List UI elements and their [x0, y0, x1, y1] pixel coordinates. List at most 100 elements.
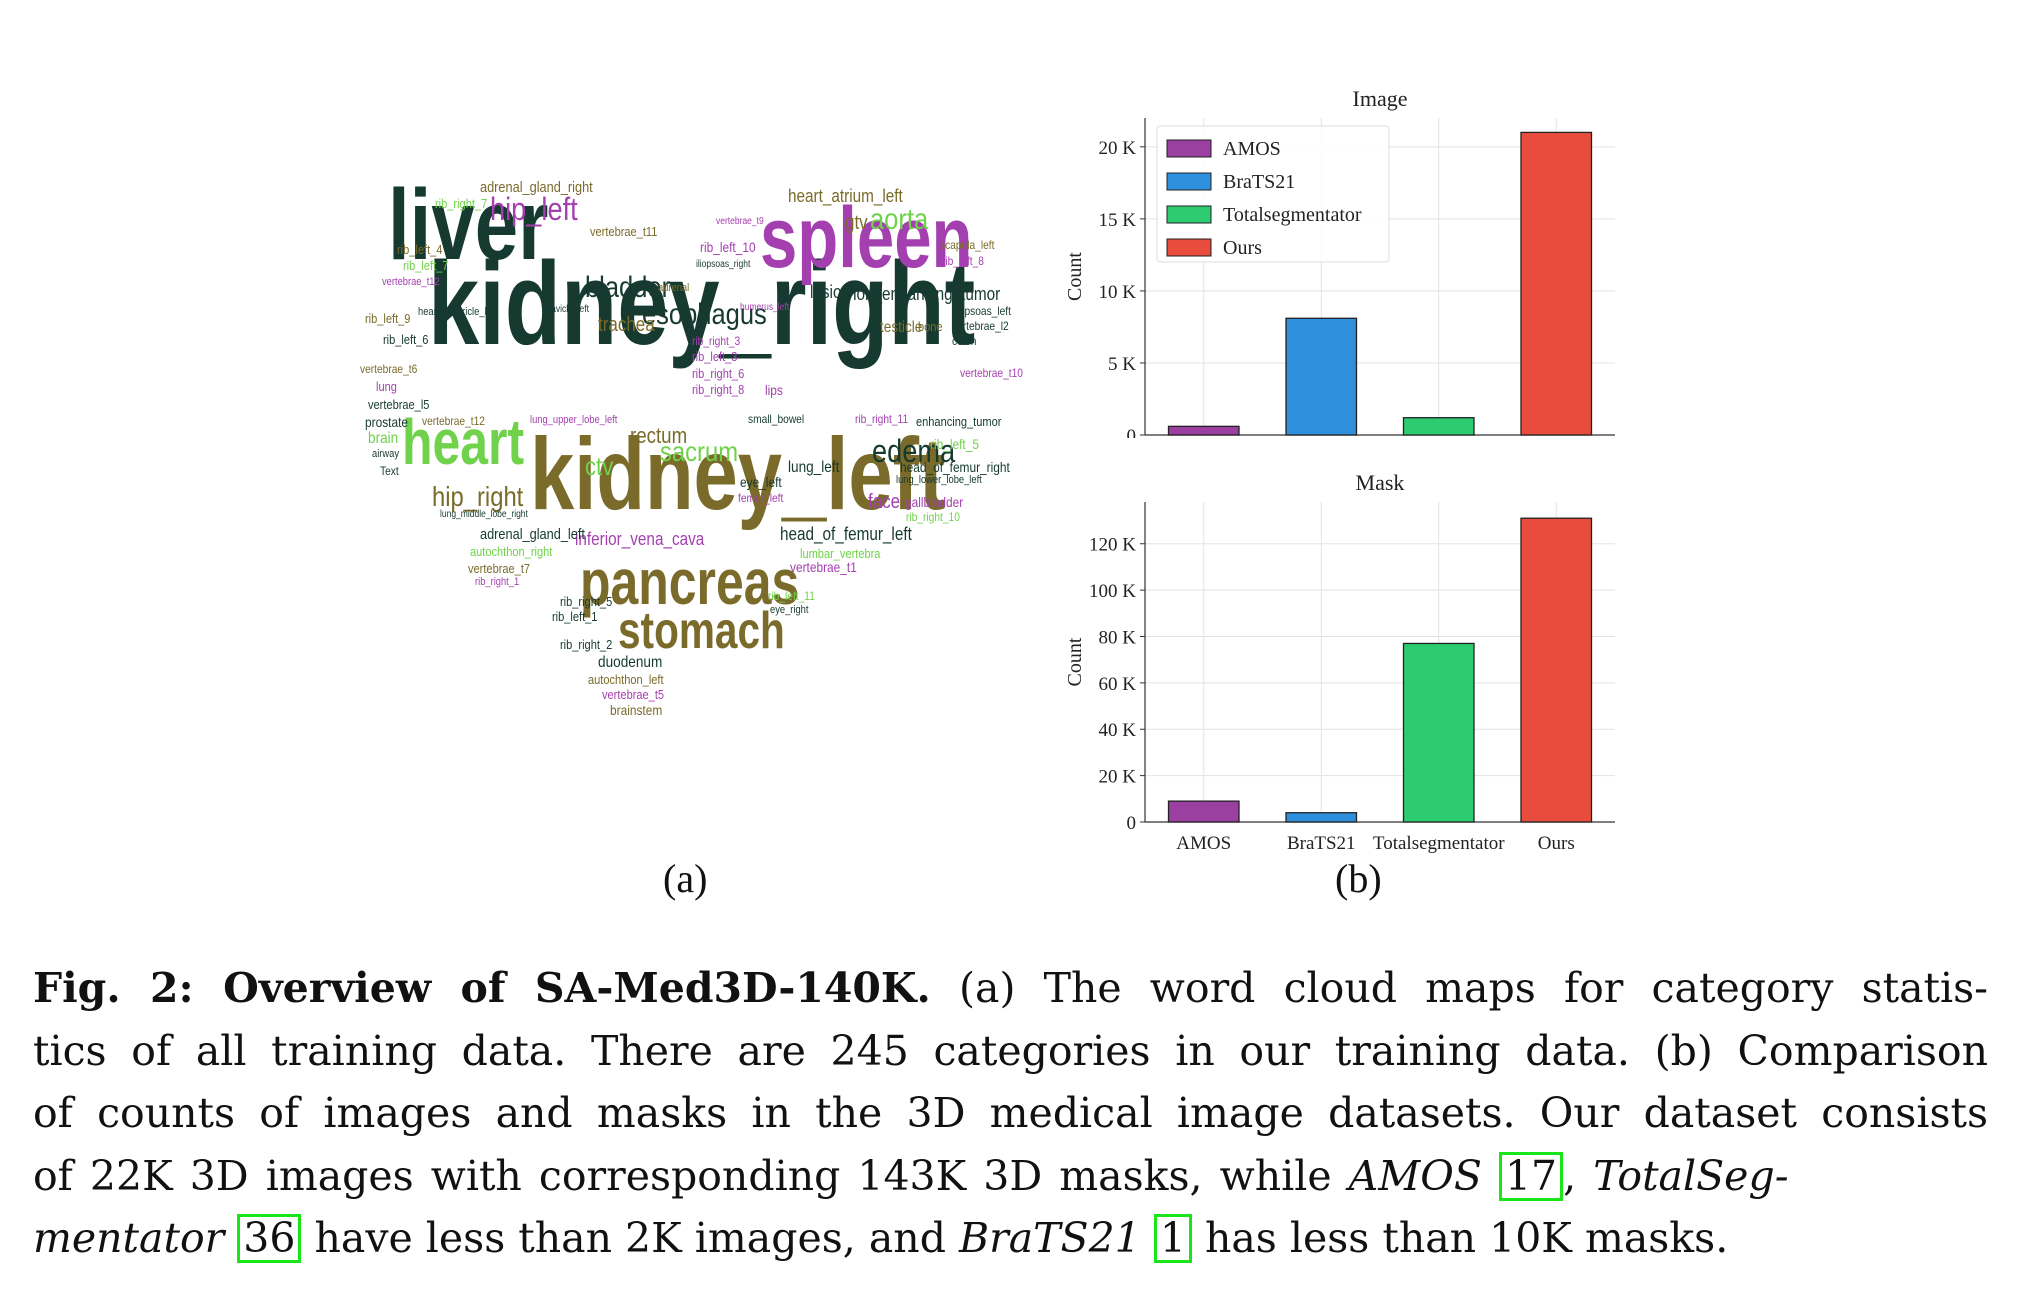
- wordcloud-word: kidney_left: [530, 417, 946, 531]
- wordcloud-word: scapula_left: [940, 238, 995, 252]
- x-tick-label: Ours: [1538, 833, 1575, 854]
- wordcloud-word: gtv: [845, 212, 868, 234]
- chart-image-counts: Image Count 0 5 K 10 K 15 K 20 K AMOS BraTS21 Tot…: [1064, 86, 1615, 438]
- wordcloud-word: hip_left: [490, 191, 578, 227]
- wordcloud-word: vertebrae_t7: [468, 561, 531, 576]
- chart-title: Mask: [1356, 470, 1405, 495]
- legend-box: [1156, 125, 1390, 263]
- wordcloud-word: adrenal: [658, 282, 690, 294]
- wordcloud-word: rib_right_6: [692, 366, 745, 381]
- wordcloud-word: rib_left_5: [930, 436, 979, 452]
- bar-totalsegmentator: [1402, 417, 1475, 436]
- wordcloud-word: stomach: [618, 602, 785, 660]
- word-cloud: kidney_right kidney_left liver spleen heart p…: [340, 155, 1050, 745]
- panel-label-b: (b): [1335, 856, 1382, 901]
- wordcloud-word: rib_right_11: [855, 412, 909, 426]
- legend-label: Ours: [1223, 237, 1262, 259]
- wordcloud-word: inferior_vena_cava: [575, 529, 705, 549]
- wordcloud-word: adrenal_gland_left: [480, 526, 585, 543]
- wordcloud-word: rib_left_9: [365, 311, 411, 326]
- wordcloud-word: edema: [872, 433, 956, 469]
- citation-17[interactable]: 17: [1498, 1151, 1564, 1201]
- wordcloud-word: rectum: [630, 423, 688, 448]
- wordcloud-word: colon: [952, 334, 977, 348]
- wordcloud-word: rib_right_1: [475, 576, 520, 588]
- wordcloud-word: airway: [372, 448, 400, 460]
- wordcloud-word: rib_left_10: [700, 239, 756, 255]
- wordcloud-word: rib_right_5: [560, 594, 613, 609]
- wordcloud-word: vertebrae_t12: [382, 276, 440, 288]
- citation-36[interactable]: 36: [237, 1214, 302, 1264]
- wordcloud-word: testicle: [880, 319, 923, 336]
- wordcloud-word: lung_lower_lobe_left: [896, 474, 982, 486]
- wordcloud-word: heart: [402, 406, 525, 478]
- wordcloud-word: eye_right: [770, 604, 809, 616]
- wordcloud-word: non_enhancing_tumor: [848, 284, 1001, 304]
- wordcloud-word: vertebrae_l2: [952, 319, 1009, 333]
- y-tick-label: 20 K: [1099, 767, 1137, 788]
- wordcloud-word: vertebrae_t12: [422, 414, 485, 428]
- wordcloud-word: rib_right_10: [906, 510, 960, 524]
- bar-totalsegmentator: [1402, 642, 1475, 823]
- wordcloud-word: iliopsoas_left: [952, 304, 1011, 318]
- wordcloud-word: head_of_femur_right: [900, 459, 1010, 475]
- y-tick-label: 120 K: [1089, 535, 1136, 556]
- bar-brats21: [1285, 317, 1358, 436]
- wordcloud-word: enhancing_tumor: [916, 414, 1002, 429]
- wordcloud-word: lips: [765, 382, 783, 398]
- wordcloud-word: lung: [376, 379, 397, 394]
- wordcloud-word: Text: [380, 464, 399, 478]
- figure: kidney_right kidney_left liver spleen heart p…: [340, 86, 1615, 901]
- legend-label: Totalsegmentator: [1223, 204, 1362, 226]
- wordcloud-word: heart_ventricle_left: [418, 306, 498, 318]
- x-tick-label: AMOS: [1176, 833, 1231, 854]
- bar-ours: [1520, 517, 1593, 823]
- wordcloud-word: rib_left_6: [383, 332, 429, 347]
- wordcloud-word: lumbar_vertebra: [800, 546, 881, 561]
- wordcloud-word: liver: [388, 169, 549, 281]
- wordcloud-word: ctv: [585, 451, 614, 481]
- chart-mask-counts: Mask Count 0 20 K 40 K 60 K 80 K 100 K 120 K AMOS…: [1064, 470, 1615, 854]
- wordcloud-word: esophagus: [642, 298, 767, 331]
- wordcloud-word: aorta: [870, 203, 929, 236]
- wordcloud-word: autochthon_right: [470, 544, 553, 559]
- wordcloud-word: vertebrae_t1: [790, 559, 857, 575]
- bar-amos: [1167, 800, 1240, 823]
- wordcloud-word: rib_right_7: [435, 196, 488, 211]
- wordcloud-word: spleen: [760, 190, 973, 286]
- wordcloud-word: rib_left_3: [692, 349, 738, 364]
- wordcloud-word: autochthon_left: [588, 672, 664, 687]
- wordcloud-word: vertebrae_t9: [716, 216, 764, 227]
- wordcloud-word: humerus_left: [740, 302, 790, 313]
- wordcloud-word: face: [868, 491, 901, 513]
- wordcloud-word: lung_middle_lobe_right: [440, 509, 528, 520]
- legend-swatch: [1166, 172, 1212, 191]
- caption-line-2: tics of all training data. There are 245…: [33, 1026, 1988, 1075]
- y-tick-label: 60 K: [1099, 674, 1137, 695]
- caption-line-5: mentator 36 have less than 2K images, an…: [33, 1214, 1729, 1264]
- y-axis-label: Count: [1064, 637, 1086, 686]
- wordcloud-word: gallbladder: [905, 494, 964, 510]
- wordcloud-word: brainstem: [610, 702, 663, 718]
- caption-line-4: of 22K 3D images with corresponding 143K…: [33, 1151, 1789, 1201]
- legend-swatch: [1166, 238, 1212, 257]
- wordcloud-word: trachea: [598, 314, 655, 336]
- bar-brats21: [1285, 812, 1358, 823]
- legend-label: BraTS21: [1223, 171, 1295, 193]
- figure-label: Fig. 2: Overview of SA-Med3D-140K.: [33, 964, 931, 1012]
- wordcloud-word: vertebrae_t6: [360, 362, 418, 376]
- y-tick-label: 20 K: [1099, 138, 1137, 159]
- wordcloud-word: rib_right_3: [692, 334, 741, 348]
- wordcloud-word: rib_right_8: [692, 382, 745, 397]
- x-tick-label: BraTS21: [1287, 833, 1356, 854]
- y-axis-label: Count: [1064, 252, 1086, 301]
- y-tick-label: 80 K: [1099, 627, 1137, 648]
- wordcloud-word: bladder: [585, 271, 671, 304]
- amos-ref: AMOS: [1348, 1151, 1482, 1200]
- citation-1[interactable]: 1: [1153, 1214, 1192, 1264]
- y-tick-label: 0: [1127, 813, 1137, 834]
- y-tick-label: 40 K: [1099, 720, 1137, 741]
- y-tick-label: 0: [1127, 426, 1137, 438]
- wordcloud-word: small_bowel: [748, 412, 805, 426]
- wordcloud-word: rib_left_11: [768, 589, 815, 603]
